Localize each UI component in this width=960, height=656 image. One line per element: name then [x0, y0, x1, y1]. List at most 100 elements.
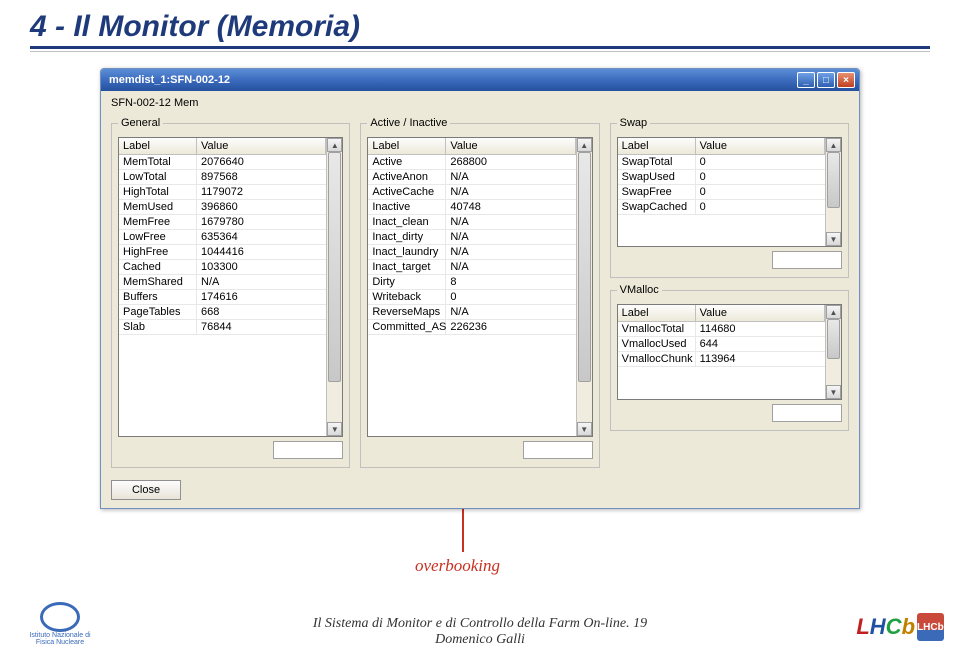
- row-value: 1044416: [197, 245, 326, 259]
- row-value: N/A: [446, 185, 575, 199]
- table-row[interactable]: HighFree1044416: [119, 245, 326, 260]
- table-row[interactable]: Writeback0: [368, 290, 575, 305]
- table-row[interactable]: Inactive40748: [368, 200, 575, 215]
- mem-header-label: SFN-002-12 Mem: [109, 95, 851, 113]
- window-titlebar[interactable]: memdist_1:SFN-002-12 _ □ ×: [101, 69, 859, 91]
- header-label[interactable]: Label: [618, 138, 696, 154]
- row-value: 103300: [197, 260, 326, 274]
- row-value: N/A: [446, 260, 575, 274]
- header-value[interactable]: Value: [696, 305, 825, 321]
- table-row[interactable]: MemFree1679780: [119, 215, 326, 230]
- scroll-down-icon[interactable]: ▼: [577, 422, 592, 436]
- header-value[interactable]: Value: [696, 138, 825, 154]
- table-row[interactable]: ReverseMapsN/A: [368, 305, 575, 320]
- logo-infn: Istituto Nazionale di Fisica Nucleare: [20, 602, 100, 646]
- header-value[interactable]: Value: [197, 138, 326, 154]
- minimize-button[interactable]: _: [797, 72, 815, 88]
- window-body: SFN-002-12 Mem General Label Value MemTo…: [101, 91, 859, 508]
- table-row[interactable]: Active268800: [368, 155, 575, 170]
- placeholder-swap[interactable]: [772, 251, 842, 269]
- title-underline-thin: [30, 51, 930, 52]
- row-value: 226236: [446, 320, 575, 334]
- row-label: Inact_laundry: [368, 245, 446, 259]
- table-row[interactable]: Inact_cleanN/A: [368, 215, 575, 230]
- window-buttons: _ □ ×: [797, 72, 855, 88]
- scroll-up-icon[interactable]: ▲: [826, 305, 841, 319]
- list-header: Label Value: [618, 305, 825, 322]
- table-row[interactable]: SwapUsed0: [618, 170, 825, 185]
- table-row[interactable]: SwapFree0: [618, 185, 825, 200]
- table-row[interactable]: Cached103300: [119, 260, 326, 275]
- table-row[interactable]: LowFree635364: [119, 230, 326, 245]
- scroll-down-icon[interactable]: ▼: [327, 422, 342, 436]
- table-row[interactable]: Inact_dirtyN/A: [368, 230, 575, 245]
- table-row[interactable]: MemUsed396860: [119, 200, 326, 215]
- row-value: 0: [696, 185, 825, 199]
- close-button[interactable]: Close: [111, 480, 181, 500]
- listbox-swap[interactable]: Label Value SwapTotal0SwapUsed0SwapFree0…: [617, 137, 842, 247]
- table-row[interactable]: SwapTotal0: [618, 155, 825, 170]
- row-label: Inactive: [368, 200, 446, 214]
- row-value: 174616: [197, 290, 326, 304]
- placeholder-active[interactable]: [523, 441, 593, 459]
- table-row[interactable]: ActiveAnonN/A: [368, 170, 575, 185]
- title-underline: [30, 46, 930, 49]
- row-label: VmallocTotal: [618, 322, 696, 336]
- placeholder-vmalloc[interactable]: [772, 404, 842, 422]
- table-row[interactable]: Inact_laundryN/A: [368, 245, 575, 260]
- row-value: 0: [696, 155, 825, 169]
- table-row[interactable]: MemTotal2076640: [119, 155, 326, 170]
- scrollbar[interactable]: ▲ ▼: [576, 138, 592, 436]
- slide-footer: Il Sistema di Monitor e di Controllo del…: [0, 616, 960, 648]
- footer-line1: Il Sistema di Monitor e di Controllo del…: [0, 616, 960, 632]
- row-value: N/A: [446, 305, 575, 319]
- table-row[interactable]: VmallocChunk113964: [618, 352, 825, 367]
- table-row[interactable]: SwapCached0: [618, 200, 825, 215]
- header-label[interactable]: Label: [368, 138, 446, 154]
- list-header: Label Value: [618, 138, 825, 155]
- lhcb-badge-icon: LHCb: [917, 613, 944, 641]
- header-label[interactable]: Label: [119, 138, 197, 154]
- scrollbar[interactable]: ▲ ▼: [326, 138, 342, 436]
- table-row[interactable]: Inact_targetN/A: [368, 260, 575, 275]
- header-label[interactable]: Label: [618, 305, 696, 321]
- table-row[interactable]: Committed_AS226236: [368, 320, 575, 335]
- scroll-down-icon[interactable]: ▼: [826, 385, 841, 399]
- placeholder-general[interactable]: [273, 441, 343, 459]
- listbox-general[interactable]: Label Value MemTotal2076640LowTotal89756…: [118, 137, 343, 437]
- table-row[interactable]: Buffers174616: [119, 290, 326, 305]
- row-label: SwapFree: [618, 185, 696, 199]
- table-row[interactable]: Dirty8: [368, 275, 575, 290]
- row-value: N/A: [446, 230, 575, 244]
- row-value: N/A: [197, 275, 326, 289]
- row-label: Inact_dirty: [368, 230, 446, 244]
- table-row[interactable]: VmallocTotal114680: [618, 322, 825, 337]
- legend-vmalloc: VMalloc: [617, 284, 662, 296]
- scroll-down-icon[interactable]: ▼: [826, 232, 841, 246]
- maximize-button[interactable]: □: [817, 72, 835, 88]
- infn-text: Istituto Nazionale di Fisica Nucleare: [20, 632, 100, 646]
- table-row[interactable]: ActiveCacheN/A: [368, 185, 575, 200]
- row-label: ActiveCache: [368, 185, 446, 199]
- header-value[interactable]: Value: [446, 138, 575, 154]
- table-row[interactable]: PageTables668: [119, 305, 326, 320]
- annotation-overbooking: overbooking: [415, 556, 500, 576]
- table-row[interactable]: MemSharedN/A: [119, 275, 326, 290]
- row-value: 635364: [197, 230, 326, 244]
- slide-title: 4 - Il Monitor (Memoria): [0, 0, 960, 46]
- row-value: 114680: [696, 322, 825, 336]
- scroll-up-icon[interactable]: ▲: [826, 138, 841, 152]
- scroll-up-icon[interactable]: ▲: [577, 138, 592, 152]
- table-row[interactable]: LowTotal897568: [119, 170, 326, 185]
- close-window-button[interactable]: ×: [837, 72, 855, 88]
- scrollbar[interactable]: ▲ ▼: [825, 138, 841, 246]
- list-header: Label Value: [119, 138, 326, 155]
- table-row[interactable]: HighTotal1179072: [119, 185, 326, 200]
- scroll-up-icon[interactable]: ▲: [327, 138, 342, 152]
- listbox-vmalloc[interactable]: Label Value VmallocTotal114680VmallocUse…: [617, 304, 842, 400]
- table-row[interactable]: Slab76844: [119, 320, 326, 335]
- table-row[interactable]: VmallocUsed644: [618, 337, 825, 352]
- row-label: LowFree: [119, 230, 197, 244]
- listbox-active[interactable]: Label Value Active268800ActiveAnonN/AAct…: [367, 137, 592, 437]
- scrollbar[interactable]: ▲ ▼: [825, 305, 841, 399]
